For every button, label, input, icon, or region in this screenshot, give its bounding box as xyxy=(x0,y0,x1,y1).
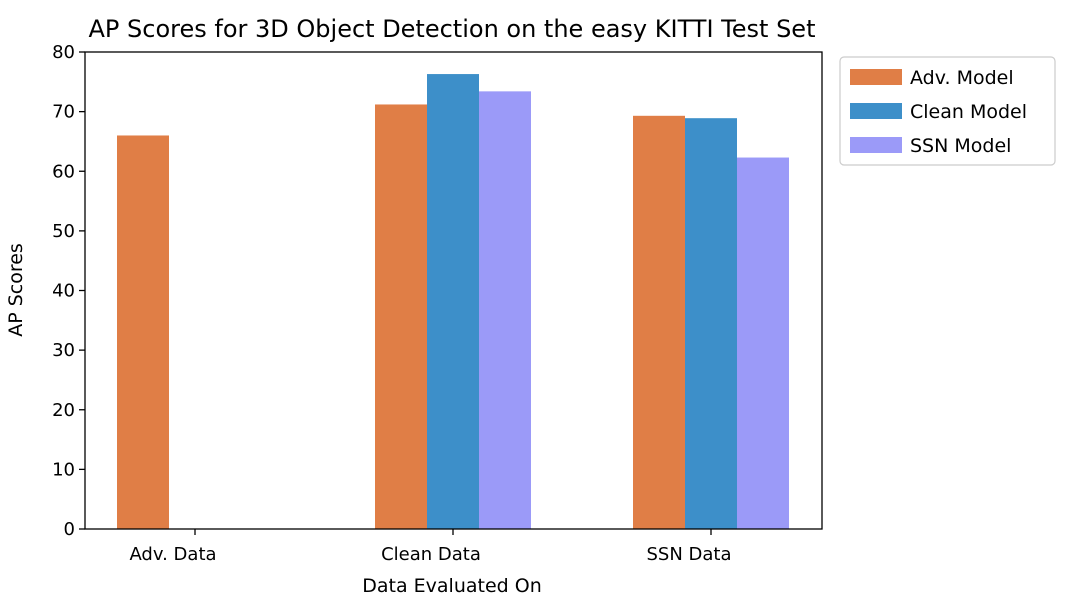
legend-label: Clean Model xyxy=(910,101,1027,123)
x-tick-label: SSN Data xyxy=(646,544,731,565)
x-tick-label: Clean Data xyxy=(381,544,481,565)
y-tick-label: 70 xyxy=(52,102,75,123)
bar-clean-data-ssn-model xyxy=(479,91,531,529)
x-axis: Adv. Data Clean Data SSN Data xyxy=(129,529,732,565)
bar-clean-data-adv-model xyxy=(375,104,427,529)
y-tick-label: 10 xyxy=(52,459,75,480)
legend-swatch xyxy=(850,137,902,153)
y-axis: 0 10 20 30 40 50 60 70 80 xyxy=(52,42,85,540)
y-tick-label: 80 xyxy=(52,42,75,63)
bar-adv-data-adv-model xyxy=(117,135,169,529)
y-axis-label: AP Scores xyxy=(5,243,27,337)
legend-label: SSN Model xyxy=(910,135,1011,157)
bar-ssn-data-clean-model xyxy=(685,118,737,529)
bar-ssn-data-adv-model xyxy=(633,115,685,529)
x-axis-label: Data Evaluated On xyxy=(362,575,542,597)
bar-ssn-data-ssn-model xyxy=(737,157,789,529)
y-tick-label: 0 xyxy=(64,519,75,540)
plot-area xyxy=(117,74,789,529)
y-tick-label: 40 xyxy=(52,281,75,302)
y-tick-label: 60 xyxy=(52,161,75,182)
bar-clean-data-clean-model xyxy=(427,74,479,529)
y-tick-label: 50 xyxy=(52,221,75,242)
legend-swatch xyxy=(850,103,902,119)
x-tick-label: Adv. Data xyxy=(129,544,216,565)
y-tick-label: 30 xyxy=(52,340,75,361)
legend-swatch xyxy=(850,69,902,85)
chart-title: AP Scores for 3D Object Detection on the… xyxy=(89,15,816,43)
y-tick-label: 20 xyxy=(52,400,75,421)
legend-label: Adv. Model xyxy=(910,67,1014,89)
legend: Adv. Model Clean Model SSN Model xyxy=(839,56,1056,166)
